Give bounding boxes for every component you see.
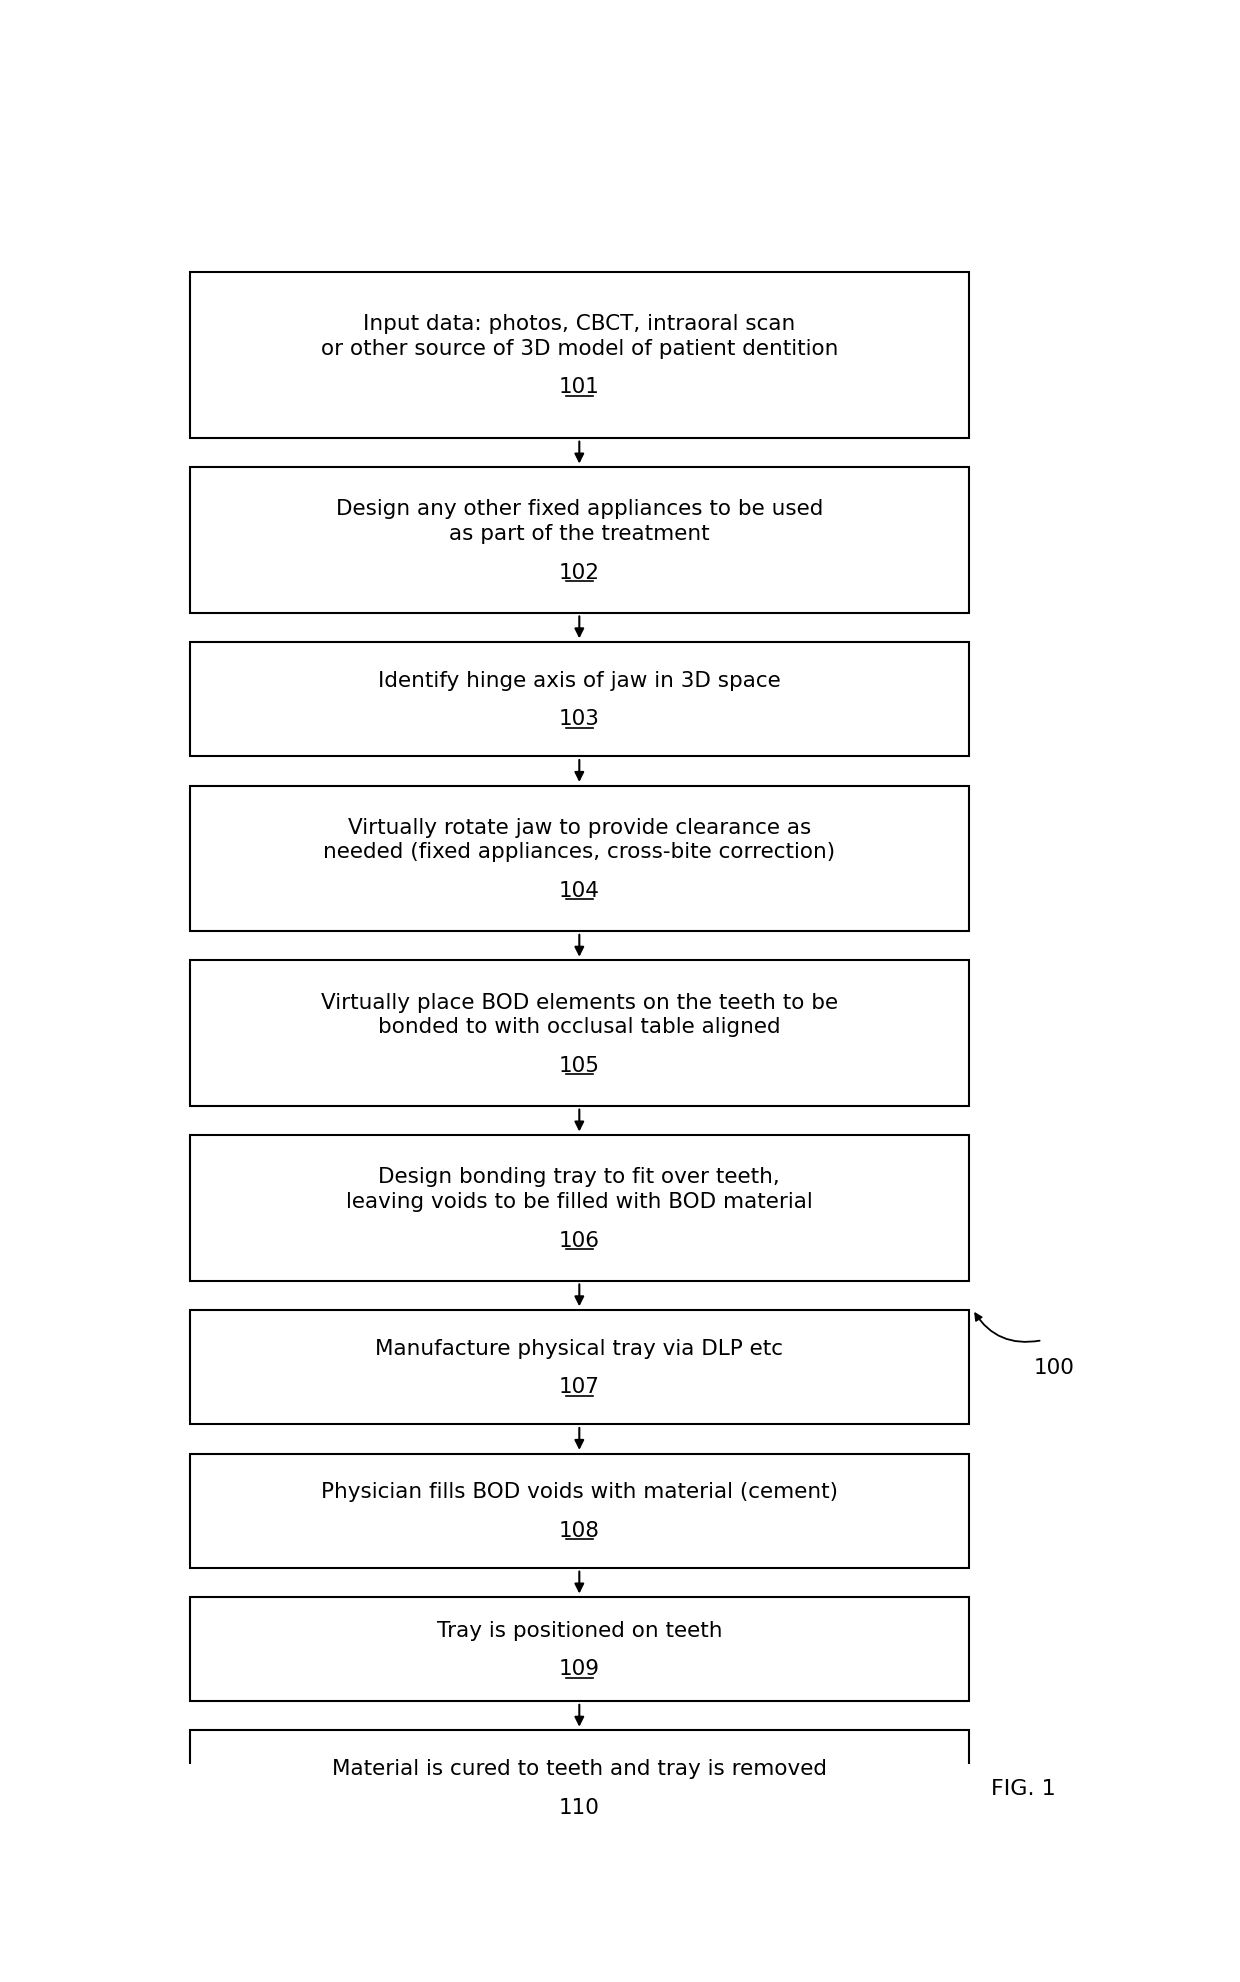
Text: Material is cured to teeth and tray is removed: Material is cured to teeth and tray is r… (332, 1758, 827, 1778)
Text: or other source of 3D model of patient dentition: or other source of 3D model of patient d… (321, 339, 838, 359)
Bar (190, 468, 968, 612)
Text: 103: 103 (559, 710, 600, 729)
Text: Design bonding tray to fit over teeth,: Design bonding tray to fit over teeth, (378, 1167, 780, 1187)
Text: 107: 107 (559, 1377, 600, 1397)
Text: needed (fixed appliances, cross-bite correction): needed (fixed appliances, cross-bite cor… (324, 842, 836, 862)
Bar (190, 272, 968, 438)
Text: Identify hinge axis of jaw in 3D space: Identify hinge axis of jaw in 3D space (378, 670, 781, 690)
Bar (190, 1310, 968, 1425)
Text: 105: 105 (559, 1054, 600, 1074)
Bar (190, 642, 968, 757)
Text: Manufacture physical tray via DLP etc: Manufacture physical tray via DLP etc (376, 1338, 784, 1358)
Text: 101: 101 (559, 377, 600, 396)
Text: 108: 108 (559, 1520, 600, 1540)
Text: Physician fills BOD voids with material (cement): Physician fills BOD voids with material … (321, 1483, 838, 1502)
Text: 110: 110 (559, 1798, 600, 1817)
Bar (190, 961, 968, 1106)
Text: leaving voids to be filled with BOD material: leaving voids to be filled with BOD mate… (346, 1191, 812, 1211)
Text: as part of the treatment: as part of the treatment (449, 523, 709, 543)
Bar (190, 1597, 968, 1701)
Text: 106: 106 (559, 1231, 600, 1251)
Text: Virtually rotate jaw to provide clearance as: Virtually rotate jaw to provide clearanc… (347, 817, 811, 836)
Text: FIG. 1: FIG. 1 (991, 1778, 1055, 1798)
Text: Virtually place BOD elements on the teeth to be: Virtually place BOD elements on the teet… (321, 993, 838, 1013)
Text: 104: 104 (559, 880, 600, 900)
Text: Design any other fixed appliances to be used: Design any other fixed appliances to be … (336, 499, 823, 519)
Text: 109: 109 (559, 1659, 600, 1679)
Bar (190, 787, 968, 932)
Bar (190, 1136, 968, 1280)
Text: 100: 100 (1034, 1358, 1074, 1377)
Bar (190, 1455, 968, 1568)
Text: Tray is positioned on teeth: Tray is positioned on teeth (436, 1619, 722, 1639)
Text: Input data: photos, CBCT, intraoral scan: Input data: photos, CBCT, intraoral scan (363, 313, 795, 335)
Bar (190, 1730, 968, 1845)
Text: bonded to with occlusal table aligned: bonded to with occlusal table aligned (378, 1017, 781, 1037)
Text: 102: 102 (559, 563, 600, 583)
